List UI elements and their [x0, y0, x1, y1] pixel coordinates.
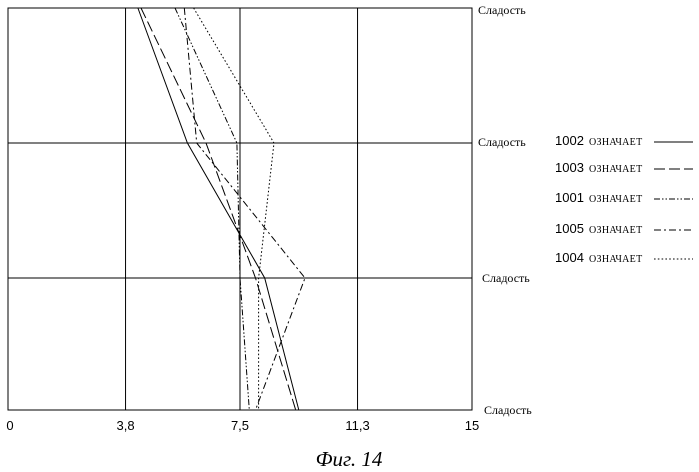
x-axis-tick-labels: 0 3,8 7,5 11,3 15: [6, 418, 479, 433]
series-line-1001: [175, 8, 249, 410]
legend-label: ОЗНАЧАЕТ: [589, 225, 643, 236]
x-tick-label: 3,8: [117, 418, 135, 433]
legend-series-name: 1002: [555, 133, 584, 148]
series-line-1002: [138, 8, 299, 410]
legend-item-1003: 1003 ОЗНАЧАЕТ: [555, 160, 693, 175]
x-tick-label: 0: [6, 418, 13, 433]
legend-label: ОЗНАЧАЕТ: [589, 254, 643, 265]
row-label: Сладость: [484, 403, 532, 417]
legend-item-1004: 1004 ОЗНАЧАЕТ: [555, 250, 693, 265]
legend-series-name: 1005: [555, 221, 584, 236]
legend-series-name: 1004: [555, 250, 584, 265]
x-tick-label: 11,3: [345, 418, 369, 433]
legend-label: ОЗНАЧАЕТ: [589, 164, 643, 175]
x-tick-label: 15: [465, 418, 479, 433]
legend: 1002ОЗНАЧАЕТ1003ОЗНАЧАЕТ1001ОЗНАЧАЕТ1005…: [555, 133, 693, 265]
legend-series-name: 1003: [555, 160, 584, 175]
legend-label: ОЗНАЧАЕТ: [589, 194, 643, 205]
row-labels: Сладость Сладость Сладость Сладость: [478, 3, 532, 417]
legend-label: ОЗНАЧАЕТ: [589, 137, 643, 148]
row-label: Сладость: [478, 3, 526, 17]
legend-item-1005: 1005 ОЗНАЧАЕТ: [555, 221, 693, 236]
figure-caption: Фиг. 14: [316, 447, 383, 471]
legend-item-1002: 1002 ОЗНАЧАЕТ: [555, 133, 693, 148]
row-label: Сладость: [478, 135, 526, 149]
legend-series-name: 1001: [555, 190, 584, 205]
x-tick-label: 7,5: [231, 418, 249, 433]
series-line-1004: [194, 8, 274, 410]
series-line-1003: [141, 8, 296, 410]
row-label: Сладость: [482, 271, 530, 285]
series-line-1005: [184, 8, 305, 410]
grid: [8, 8, 472, 410]
legend-item-1001: 1001 ОЗНАЧАЕТ: [555, 190, 693, 205]
series-lines: [138, 8, 305, 410]
